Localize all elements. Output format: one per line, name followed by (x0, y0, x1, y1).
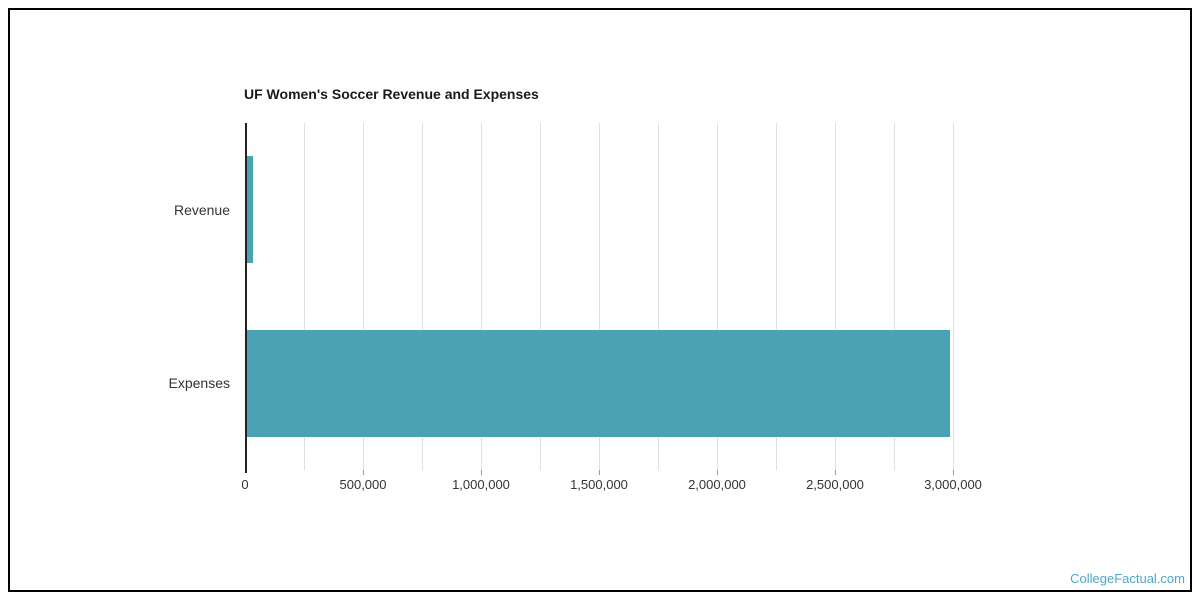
value-axis-label: 1,000,000 (452, 477, 510, 492)
bar-revenue (247, 156, 253, 264)
value-axis-label: 500,000 (339, 477, 387, 492)
value-axis-label: 2,500,000 (806, 477, 864, 492)
gridline (422, 123, 423, 470)
gridline (599, 123, 600, 470)
value-axis-tick (717, 470, 718, 475)
gridline (304, 123, 305, 470)
watermark-link[interactable]: CollegeFactual.com (1070, 571, 1185, 586)
value-axis-tick (835, 470, 836, 475)
gridline (953, 123, 954, 470)
category-label-revenue: Revenue (173, 201, 230, 218)
value-axis-tick (363, 470, 364, 475)
bar-expenses (247, 329, 951, 437)
value-axis-tick (599, 470, 600, 475)
gridline (835, 123, 836, 470)
plot-area (245, 123, 954, 473)
value-axis-label: 0 (241, 477, 249, 492)
gridline (894, 123, 895, 470)
value-axis-label: 1,500,000 (570, 477, 628, 492)
value-axis-label: 3,000,000 (924, 477, 982, 492)
y-axis-line (245, 123, 247, 473)
value-axis-tick (953, 470, 954, 475)
gridline (658, 123, 659, 470)
gridline (776, 123, 777, 470)
value-axis-label: 2,000,000 (688, 477, 746, 492)
gridline (481, 123, 482, 470)
chart-title: UF Women's Soccer Revenue and Expenses (244, 86, 539, 102)
gridline (363, 123, 364, 470)
value-axis-tick (481, 470, 482, 475)
category-label-expenses: Expenses (168, 375, 230, 392)
gridline (717, 123, 718, 470)
gridline (540, 123, 541, 470)
